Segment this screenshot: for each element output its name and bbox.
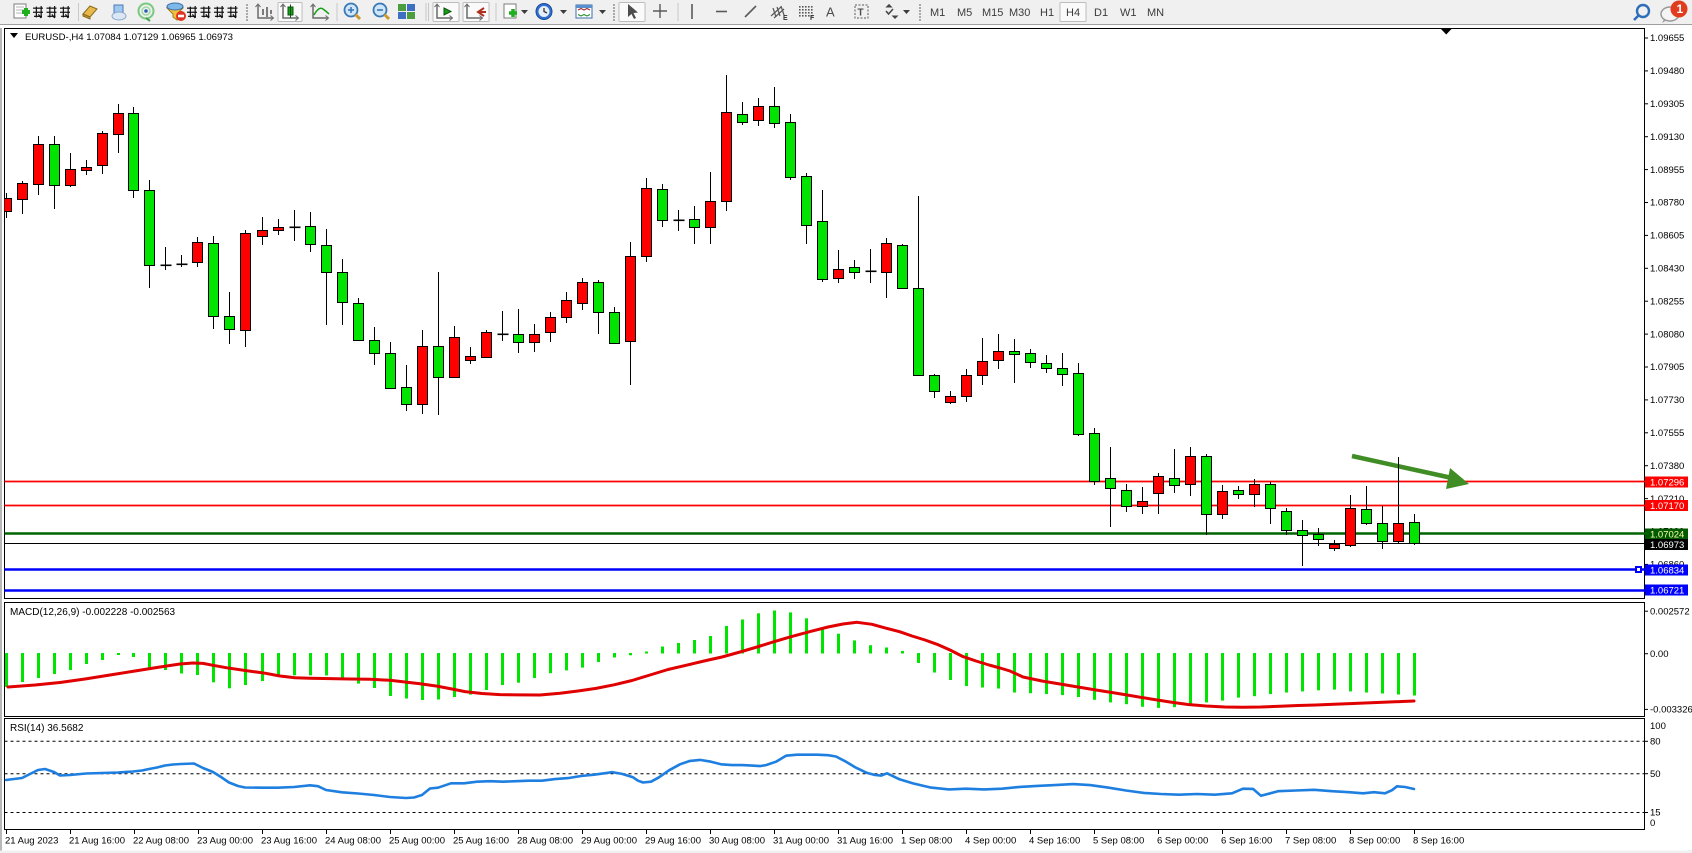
svg-text:4 Sep 00:00: 4 Sep 00:00 bbox=[965, 836, 1016, 847]
svg-text:EURUSD-,H4 1.07084 1.07129 1.0: EURUSD-,H4 1.07084 1.07129 1.06965 1.069… bbox=[25, 32, 233, 43]
svg-text:W1: W1 bbox=[1120, 7, 1137, 19]
svg-text:15: 15 bbox=[1650, 808, 1661, 819]
svg-text:6 Sep 00:00: 6 Sep 00:00 bbox=[1157, 836, 1208, 847]
svg-text:1.08080: 1.08080 bbox=[1650, 329, 1684, 340]
svg-text:25 Aug 16:00: 25 Aug 16:00 bbox=[453, 836, 509, 847]
svg-text:25 Aug 00:00: 25 Aug 00:00 bbox=[389, 836, 445, 847]
svg-text:1.07210: 1.07210 bbox=[1650, 494, 1684, 505]
svg-text:0.002572: 0.002572 bbox=[1650, 606, 1690, 617]
svg-text:RSI(14) 36.5682: RSI(14) 36.5682 bbox=[10, 723, 84, 734]
svg-text:1.09130: 1.09130 bbox=[1650, 132, 1684, 143]
svg-text:1.07024: 1.07024 bbox=[1650, 529, 1684, 540]
svg-text:30 Aug 08:00: 30 Aug 08:00 bbox=[709, 836, 765, 847]
svg-text:0: 0 bbox=[1650, 818, 1655, 829]
svg-text:1.08955: 1.08955 bbox=[1650, 165, 1684, 176]
svg-text:0.00: 0.00 bbox=[1650, 649, 1669, 660]
svg-text:T: T bbox=[858, 8, 864, 19]
svg-text:8 Sep 16:00: 8 Sep 16:00 bbox=[1413, 836, 1464, 847]
svg-text:F: F bbox=[810, 15, 815, 22]
svg-text:MN: MN bbox=[1147, 7, 1164, 19]
svg-text:M30: M30 bbox=[1009, 7, 1030, 19]
svg-text:1.06834: 1.06834 bbox=[1650, 565, 1684, 576]
svg-text:1.06721: 1.06721 bbox=[1650, 585, 1684, 596]
svg-text:-0.003326: -0.003326 bbox=[1650, 705, 1692, 716]
svg-text:D1: D1 bbox=[1094, 7, 1108, 19]
svg-text:H1: H1 bbox=[1040, 7, 1054, 19]
svg-text:M5: M5 bbox=[957, 7, 972, 19]
svg-text:6 Sep 16:00: 6 Sep 16:00 bbox=[1221, 836, 1272, 847]
svg-text:1.07296: 1.07296 bbox=[1650, 477, 1684, 488]
svg-text:1.07380: 1.07380 bbox=[1650, 461, 1684, 472]
svg-text:22 Aug 08:00: 22 Aug 08:00 bbox=[133, 836, 189, 847]
svg-text:MACD(12,26,9) -0.002228 -0.002: MACD(12,26,9) -0.002228 -0.002563 bbox=[10, 607, 176, 618]
svg-text:4 Sep 16:00: 4 Sep 16:00 bbox=[1029, 836, 1080, 847]
svg-text:1.09655: 1.09655 bbox=[1650, 33, 1684, 44]
svg-text:1 Sep 08:00: 1 Sep 08:00 bbox=[901, 836, 952, 847]
svg-text:M1: M1 bbox=[930, 7, 945, 19]
svg-text:A: A bbox=[826, 5, 835, 20]
svg-text:100: 100 bbox=[1650, 721, 1666, 732]
svg-text:23 Aug 16:00: 23 Aug 16:00 bbox=[261, 836, 317, 847]
svg-text:21 Aug 16:00: 21 Aug 16:00 bbox=[69, 836, 125, 847]
svg-text:31 Aug 00:00: 31 Aug 00:00 bbox=[773, 836, 829, 847]
svg-text:1.08430: 1.08430 bbox=[1650, 264, 1684, 275]
svg-text:H4: H4 bbox=[1066, 7, 1080, 19]
svg-text:31 Aug 16:00: 31 Aug 16:00 bbox=[837, 836, 893, 847]
svg-text:1.07730: 1.07730 bbox=[1650, 395, 1684, 406]
svg-text:21 Aug 2023: 21 Aug 2023 bbox=[5, 836, 58, 847]
svg-text:1.07555: 1.07555 bbox=[1650, 428, 1684, 439]
svg-text:24 Aug 08:00: 24 Aug 08:00 bbox=[325, 836, 381, 847]
svg-text:7 Sep 08:00: 7 Sep 08:00 bbox=[1285, 836, 1336, 847]
svg-text:M15: M15 bbox=[982, 7, 1003, 19]
svg-text:50: 50 bbox=[1650, 769, 1661, 780]
svg-text:80: 80 bbox=[1650, 737, 1661, 748]
svg-text:1.08605: 1.08605 bbox=[1650, 231, 1684, 242]
svg-text:1: 1 bbox=[1677, 2, 1684, 16]
svg-text:1.08255: 1.08255 bbox=[1650, 296, 1684, 307]
svg-text:29 Aug 00:00: 29 Aug 00:00 bbox=[581, 836, 637, 847]
svg-text:5 Sep 08:00: 5 Sep 08:00 bbox=[1093, 836, 1144, 847]
svg-text:1.07905: 1.07905 bbox=[1650, 362, 1684, 373]
svg-text:E: E bbox=[783, 15, 788, 22]
svg-text:29 Aug 16:00: 29 Aug 16:00 bbox=[645, 836, 701, 847]
svg-text:23 Aug 00:00: 23 Aug 00:00 bbox=[197, 836, 253, 847]
svg-text:1.07170: 1.07170 bbox=[1650, 501, 1684, 512]
svg-text:1.09305: 1.09305 bbox=[1650, 99, 1684, 110]
svg-text:28 Aug 08:00: 28 Aug 08:00 bbox=[517, 836, 573, 847]
svg-text:1.09480: 1.09480 bbox=[1650, 66, 1684, 77]
svg-text:8 Sep 00:00: 8 Sep 00:00 bbox=[1349, 836, 1400, 847]
svg-text:1.08780: 1.08780 bbox=[1650, 198, 1684, 209]
svg-text:1.06973: 1.06973 bbox=[1650, 540, 1684, 551]
